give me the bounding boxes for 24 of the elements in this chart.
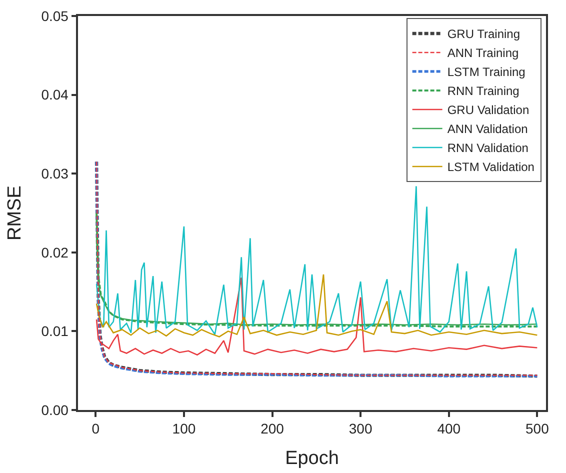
legend-label: GRU Training (447, 27, 520, 42)
legend-label: RNN Validation (447, 141, 528, 156)
x-tick-label: 400 (437, 420, 461, 437)
x-tick-label: 500 (525, 420, 550, 437)
y-tick-label: 0.01 (41, 323, 69, 340)
x-tick-label: 100 (172, 420, 196, 437)
x-tick-label: 300 (348, 420, 372, 437)
x-tick-label: 0 (92, 420, 100, 437)
y-tick-label: 0.03 (41, 166, 69, 182)
y-axis-title: RMSE (4, 186, 26, 240)
legend-label: ANN Training (447, 46, 519, 60)
line-series (96, 186, 538, 335)
legend-label: RNN Training (447, 84, 520, 98)
line-series (96, 274, 538, 338)
x-tick-label: 200 (260, 420, 284, 437)
legend-label: ANN Validation (447, 122, 528, 136)
y-tick-label: 0.02 (41, 244, 69, 260)
legend-label: LSTM Training (447, 65, 526, 80)
legend-label: GRU Validation (447, 103, 530, 118)
y-tick-label: 0.04 (41, 86, 69, 103)
y-tick-label: 0.05 (41, 8, 69, 24)
y-tick-label: 0.00 (41, 402, 69, 418)
legend-label: LSTM Validation (447, 160, 534, 174)
x-axis-title: Epoch (285, 448, 339, 469)
